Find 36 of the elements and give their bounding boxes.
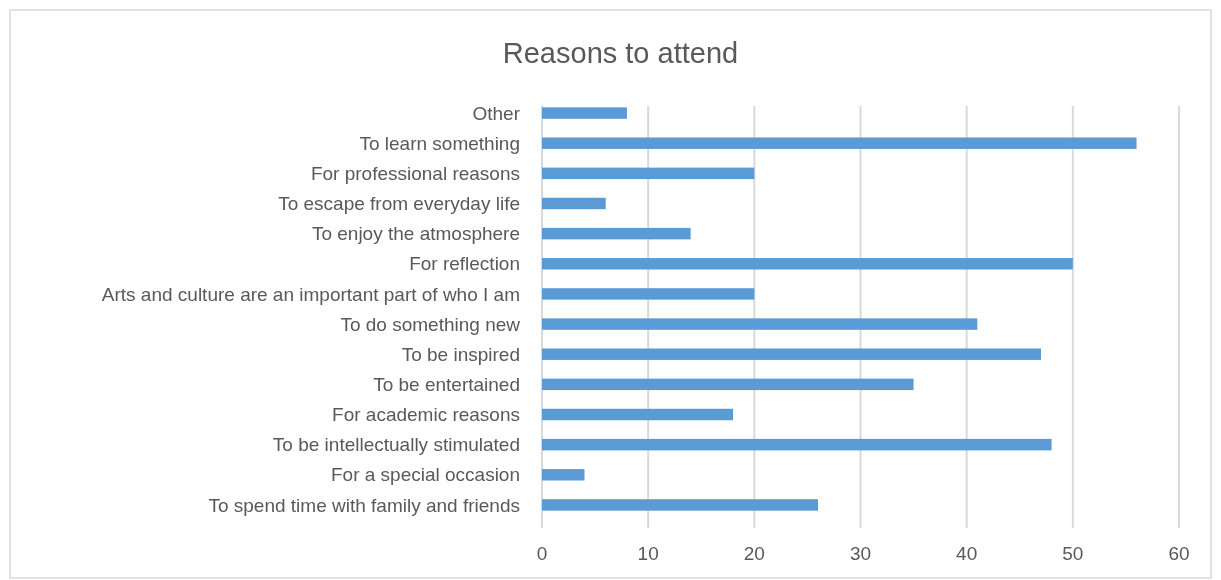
bar bbox=[542, 378, 914, 391]
x-tick-label: 20 bbox=[743, 543, 765, 564]
chart-title: Reasons to attend bbox=[502, 37, 739, 69]
x-tick-label: 40 bbox=[956, 543, 978, 564]
bar bbox=[542, 408, 734, 421]
bar bbox=[542, 288, 755, 300]
y-tick-label: For a special occasion bbox=[330, 464, 520, 486]
y-tick-label: For academic reasons bbox=[332, 404, 520, 426]
bar bbox=[542, 107, 627, 119]
y-tick-label: Other bbox=[472, 102, 521, 124]
bar bbox=[542, 318, 978, 330]
y-tick-label: Arts and culture are an important part of who I am bbox=[101, 283, 520, 305]
y-tick-label: To enjoy the atmosphere bbox=[311, 223, 520, 245]
x-tick-label: 50 bbox=[1062, 543, 1084, 564]
y-tick-label: To be intellectually stimulated bbox=[272, 434, 520, 456]
x-tick-label: 60 bbox=[1168, 543, 1190, 564]
bar bbox=[542, 197, 606, 210]
y-tick-label: To be inspired bbox=[401, 343, 520, 365]
y-tick-label: To do something new bbox=[340, 313, 521, 335]
y-tick-label: To be entertained bbox=[373, 374, 520, 396]
y-tick-label: To escape from everyday life bbox=[278, 193, 520, 215]
y-tick-label: For professional reasons bbox=[310, 163, 520, 185]
y-tick-label: To learn something bbox=[359, 132, 520, 154]
y-tick-label: To spend time with family and friends bbox=[208, 494, 520, 516]
bar bbox=[542, 348, 1041, 360]
bar bbox=[542, 438, 1052, 451]
bar bbox=[542, 499, 819, 511]
bar bbox=[542, 469, 585, 481]
bar bbox=[542, 258, 1073, 270]
bar bbox=[542, 227, 691, 240]
bar bbox=[542, 137, 1137, 149]
x-tick-label: 30 bbox=[849, 543, 872, 564]
y-tick-label: For reflection bbox=[409, 253, 520, 275]
x-tick-label: 10 bbox=[637, 543, 659, 564]
bar bbox=[542, 167, 755, 180]
x-tick-label: 0 bbox=[536, 543, 548, 564]
